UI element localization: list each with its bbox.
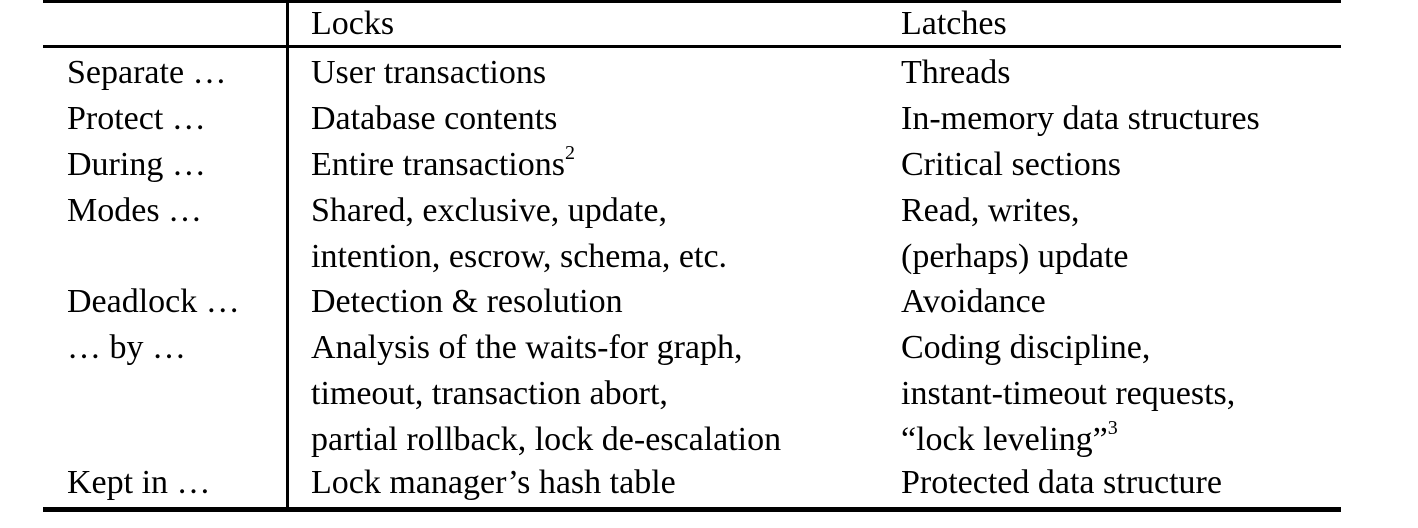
row-label-by: … by … <box>67 329 186 366</box>
locks-vs-latches-table: Locks Latches Separate … User transactio… <box>43 0 1341 514</box>
latches-separate: Threads <box>901 54 1011 91</box>
header-locks: Locks <box>311 5 395 42</box>
locks-during: Entire transactions2 <box>311 142 575 188</box>
header-latches: Latches <box>901 5 1007 42</box>
table-bottom-rule <box>43 507 1341 512</box>
row-label-deadlock: Deadlock … <box>67 283 240 320</box>
table-column-divider <box>286 0 289 509</box>
latches-modes-line: (perhaps) update <box>901 238 1129 275</box>
row-label-during: During … <box>67 146 206 183</box>
latches-by-text: “lock leveling” <box>901 421 1108 458</box>
latches-by-line: instant-timeout requests, <box>901 375 1236 412</box>
locks-modes-line: Shared, exclusive, update, <box>311 192 667 229</box>
row-label-modes: Modes … <box>67 192 203 229</box>
footnote-marker-3: 3 <box>1107 416 1118 439</box>
locks-modes-line: intention, escrow, schema, etc. <box>311 238 728 275</box>
latches-during: Critical sections <box>901 146 1122 183</box>
latches-modes: Read, writes, (perhaps) update <box>901 188 1129 280</box>
latches-by-line: “lock leveling”3 <box>901 417 1235 463</box>
row-label-protect: Protect … <box>67 100 206 137</box>
footnote-marker-2: 2 <box>564 141 575 164</box>
row-label-separate: Separate … <box>67 54 227 91</box>
locks-deadlock: Detection & resolution <box>311 283 623 320</box>
locks-by: Analysis of the waits-for graph, timeout… <box>311 325 781 463</box>
table-top-rule <box>43 0 1341 3</box>
latches-by: Coding discipline, instant-timeout reque… <box>901 325 1235 463</box>
locks-kept-in: Lock manager’s hash table <box>311 464 676 501</box>
locks-by-line: timeout, transaction abort, <box>311 375 668 412</box>
latches-kept-in: Protected data structure <box>901 464 1222 501</box>
row-label-kept-in: Kept in … <box>67 464 211 501</box>
latches-deadlock: Avoidance <box>901 283 1046 320</box>
latches-by-line: Coding discipline, <box>901 329 1151 366</box>
locks-protect: Database contents <box>311 100 558 137</box>
locks-separate: User transactions <box>311 54 547 91</box>
locks-modes: Shared, exclusive, update, intention, es… <box>311 188 727 280</box>
locks-by-line: Analysis of the waits-for graph, <box>311 329 743 366</box>
locks-during-text: Entire transactions <box>311 146 565 183</box>
locks-by-line: partial rollback, lock de-escalation <box>311 421 782 458</box>
table-header-rule <box>43 45 1341 48</box>
latches-modes-line: Read, writes, <box>901 192 1080 229</box>
latches-protect: In-memory data structures <box>901 100 1260 137</box>
